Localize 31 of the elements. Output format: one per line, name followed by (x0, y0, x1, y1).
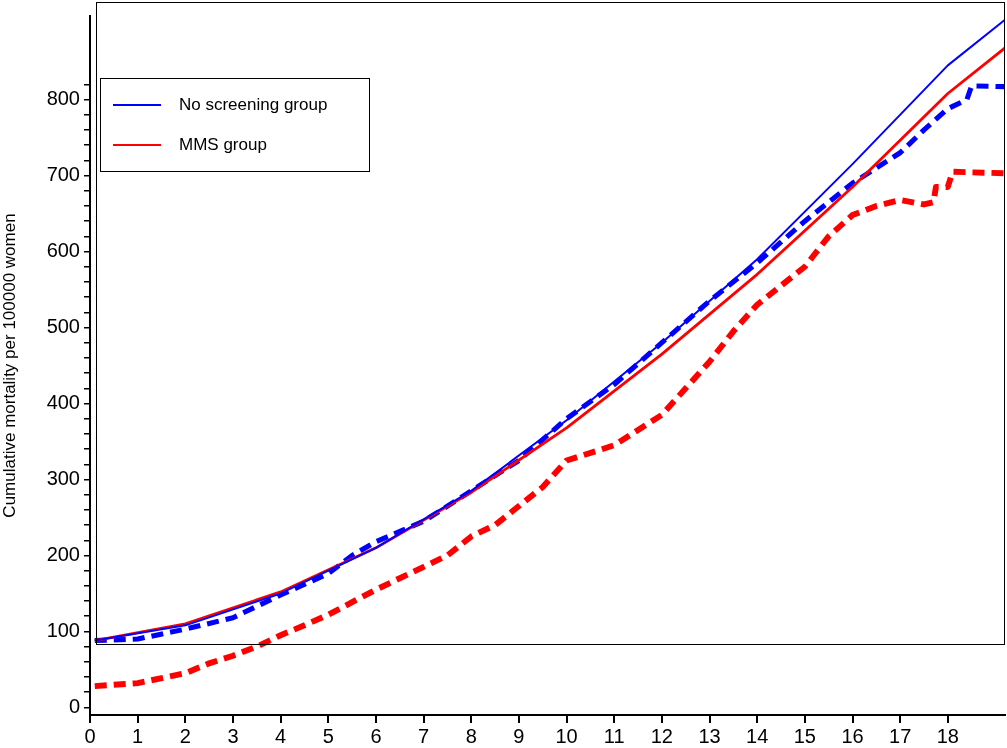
y-tick-label: 0 (68, 694, 80, 717)
y-axis-title: Cumulative mortality per 100000 women (0, 213, 19, 518)
legend-label: No screening group (179, 95, 328, 115)
x-tick-label: 18 (936, 724, 959, 747)
legend-label: MMS group (179, 135, 267, 155)
y-tick-label: 400 (46, 391, 80, 413)
x-tick-label: 0 (84, 724, 96, 747)
x-tick-label: 13 (698, 724, 721, 747)
x-tick-label: 4 (275, 724, 287, 747)
y-tick-label: 500 (46, 315, 80, 338)
y-tick-label: 600 (46, 239, 80, 262)
x-tick-label: 10 (555, 724, 578, 747)
x-tick-label: 5 (322, 724, 334, 747)
x-tick-label: 8 (465, 724, 477, 747)
y-tick-label: 700 (46, 163, 80, 186)
x-tick-label: 6 (370, 724, 382, 747)
x-tick-label: 14 (746, 724, 769, 747)
x-tick-label: 1 (132, 724, 144, 747)
y-tick-label: 300 (46, 466, 80, 489)
y-tick-label: 800 (46, 87, 80, 110)
x-tick-label: 7 (418, 724, 430, 747)
x-tick-label: 17 (889, 724, 912, 747)
y-tick-label: 200 (46, 542, 80, 565)
x-tick-label: 9 (513, 724, 525, 747)
y-tick-label: 100 (46, 618, 80, 641)
x-tick-label: 2 (179, 724, 191, 747)
x-tick-label: 3 (227, 724, 239, 747)
x-tick-label: 12 (650, 724, 673, 747)
x-tick-label: 16 (841, 724, 864, 747)
x-tick-label: 11 (603, 724, 625, 747)
x-tick-label: 15 (793, 724, 816, 747)
